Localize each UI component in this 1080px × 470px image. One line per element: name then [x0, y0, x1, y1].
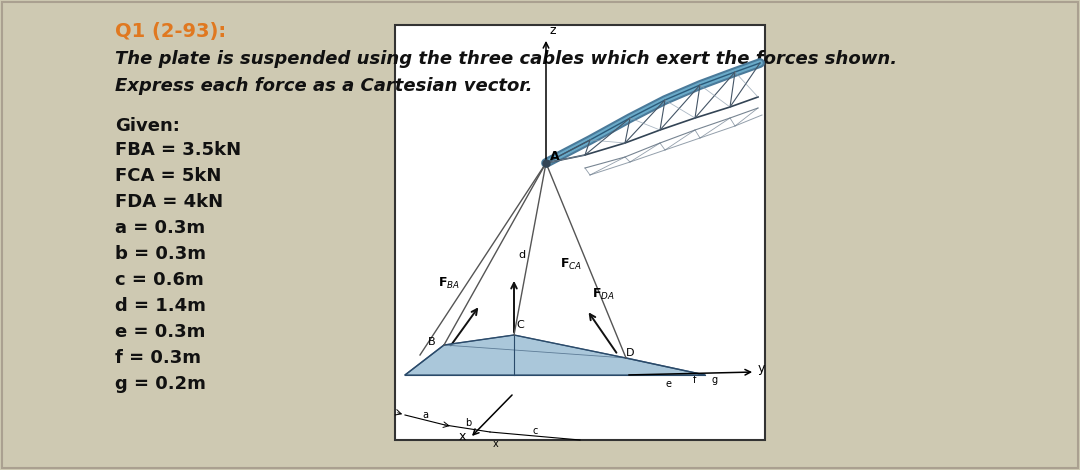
Text: Q1 (2-93):: Q1 (2-93): [114, 22, 226, 41]
Text: e: e [665, 379, 671, 389]
Text: b = 0.3m: b = 0.3m [114, 245, 206, 263]
Text: c: c [532, 426, 538, 436]
Text: b: b [464, 418, 471, 428]
Text: g: g [712, 375, 718, 385]
Text: Express each force as a Cartesian vector.: Express each force as a Cartesian vector… [114, 77, 532, 95]
Text: f = 0.3m: f = 0.3m [114, 349, 201, 367]
Text: y: y [758, 362, 766, 375]
Polygon shape [405, 335, 705, 375]
Text: $\mathbf{F}_{BA}$: $\mathbf{F}_{BA}$ [438, 276, 460, 291]
Text: x: x [494, 439, 499, 449]
Text: D: D [626, 348, 635, 358]
Text: Given:: Given: [114, 117, 180, 135]
Text: A: A [550, 150, 559, 163]
Text: a: a [422, 410, 428, 420]
Text: d: d [518, 250, 525, 260]
Text: z: z [550, 24, 556, 37]
Text: x: x [458, 430, 465, 443]
Text: c = 0.6m: c = 0.6m [114, 271, 204, 289]
Text: f: f [693, 375, 697, 385]
Text: FCA = 5kN: FCA = 5kN [114, 167, 221, 185]
Text: FBA = 3.5kN: FBA = 3.5kN [114, 141, 241, 159]
Text: e = 0.3m: e = 0.3m [114, 323, 205, 341]
Text: d = 1.4m: d = 1.4m [114, 297, 206, 315]
Text: $\mathbf{F}_{CA}$: $\mathbf{F}_{CA}$ [561, 257, 582, 272]
Text: $\mathbf{F}_{DA}$: $\mathbf{F}_{DA}$ [592, 287, 615, 302]
Text: g = 0.2m: g = 0.2m [114, 375, 206, 393]
Text: C: C [516, 320, 524, 330]
Text: The plate is suspended using the three cables which exert the forces shown.: The plate is suspended using the three c… [114, 50, 897, 68]
Text: B: B [428, 337, 435, 347]
Bar [395, 25, 765, 440]
Text: a = 0.3m: a = 0.3m [114, 219, 205, 237]
Text: FDA = 4kN: FDA = 4kN [114, 193, 224, 211]
